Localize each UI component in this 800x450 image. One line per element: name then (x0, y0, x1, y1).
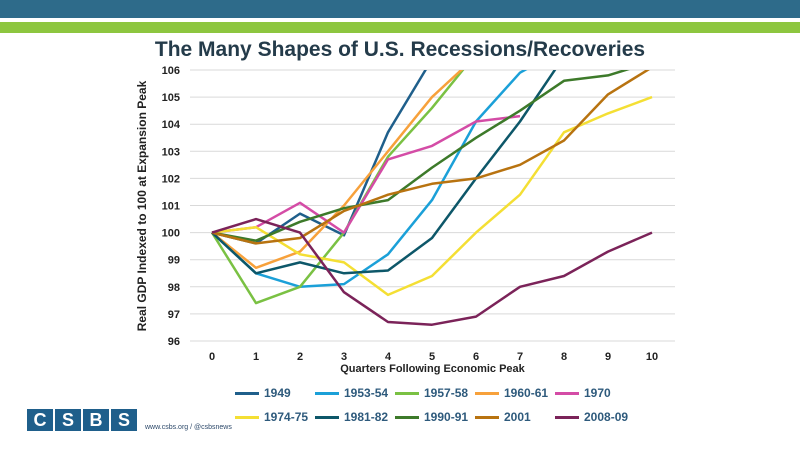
x-tick-label: 7 (517, 351, 523, 363)
y-tick-label: 105 (162, 92, 180, 104)
legend-swatch (555, 391, 579, 395)
legend-item: 1953-54 (315, 386, 388, 400)
legend-label: 1974-75 (264, 410, 309, 424)
x-axis-label: Quarters Following Economic Peak (340, 363, 525, 375)
x-tick-label: 3 (341, 351, 347, 363)
legend-label: 1949 (264, 386, 291, 400)
series-line-1981-82 (211, 70, 557, 275)
legend-swatch (475, 391, 499, 395)
legend-item: 1990-91 (395, 410, 468, 424)
legend-item: 2001 (475, 410, 531, 424)
legend-item: 1949 (235, 386, 291, 400)
y-tick-labels: 96 97 98 99 100 101 102 103 104 105 106 (162, 65, 181, 348)
chart-title: The Many Shapes of U.S. Recessions/Recov… (154, 38, 646, 61)
x-tick-labels: 0 1 2 3 4 5 6 7 8 9 10 (209, 351, 658, 363)
x-tick-label: 6 (473, 351, 479, 363)
legend-item: 1970 (555, 386, 611, 400)
legend-item: 1981-82 (315, 410, 388, 424)
legend-label: 1990-91 (424, 410, 469, 424)
x-tick-label: 1 (253, 351, 259, 363)
y-tick-label: 98 (168, 282, 180, 294)
legend-swatch (315, 391, 339, 395)
series-line-1974-75 (211, 95, 653, 297)
y-tick-label: 106 (162, 65, 180, 77)
x-tick-label: 5 (429, 351, 435, 363)
gridlines (190, 69, 675, 342)
logo-letter: S (111, 409, 137, 431)
y-tick-label: 102 (162, 173, 180, 185)
legend-label: 2008-09 (584, 410, 629, 424)
x-tick-label: 0 (209, 351, 215, 363)
x-tick-label: 2 (297, 351, 303, 363)
series-line-1970 (211, 114, 521, 234)
legend-item: 1974-75 (235, 410, 308, 424)
legend-label: 1981-82 (344, 410, 389, 424)
y-tick-label: 97 (168, 309, 180, 321)
legend-swatch (235, 391, 259, 395)
y-tick-label: 103 (162, 146, 180, 158)
legend-label: 2001 (504, 410, 531, 424)
legend-swatch (395, 391, 419, 395)
series-line-2008-09 (211, 217, 653, 326)
y-tick-label: 96 (168, 336, 180, 348)
legend-swatch (475, 415, 499, 419)
x-tick-label: 9 (605, 351, 611, 363)
legend-swatch (555, 415, 579, 419)
legend-label: 1957-58 (424, 386, 469, 400)
csbs-logo: C S B S (27, 409, 137, 431)
x-tick-label: 10 (646, 351, 658, 363)
series-line-2001 (211, 70, 650, 245)
y-tick-label: 100 (162, 228, 180, 240)
legend-item: 1957-58 (395, 386, 468, 400)
legend-label: 1960-61 (504, 386, 549, 400)
y-tick-label: 104 (162, 119, 181, 131)
header-band-blue (0, 0, 800, 18)
legend-label: 1953-54 (344, 386, 389, 400)
series-lines (210, 70, 653, 326)
header-band-green (0, 22, 800, 33)
legend-swatch (235, 415, 259, 419)
x-tick-label: 4 (385, 351, 392, 363)
legend-item: 1960-61 (475, 386, 548, 400)
y-tick-label: 99 (168, 255, 180, 267)
legend-label: 1970 (584, 386, 611, 400)
series-line-1960-61 (211, 70, 464, 270)
legend-item: 2008-09 (555, 410, 628, 424)
y-tick-label: 101 (162, 201, 180, 213)
x-tick-label: 8 (561, 351, 567, 363)
series-line-1953-54 (211, 70, 528, 289)
logo-letter: C (27, 409, 53, 431)
footer-site: www.csbs.org / @csbsnews (145, 424, 232, 431)
legend-swatch (315, 415, 339, 419)
logo-letter: S (55, 409, 81, 431)
legend-swatch (395, 415, 419, 419)
logo-letter: B (83, 409, 109, 431)
